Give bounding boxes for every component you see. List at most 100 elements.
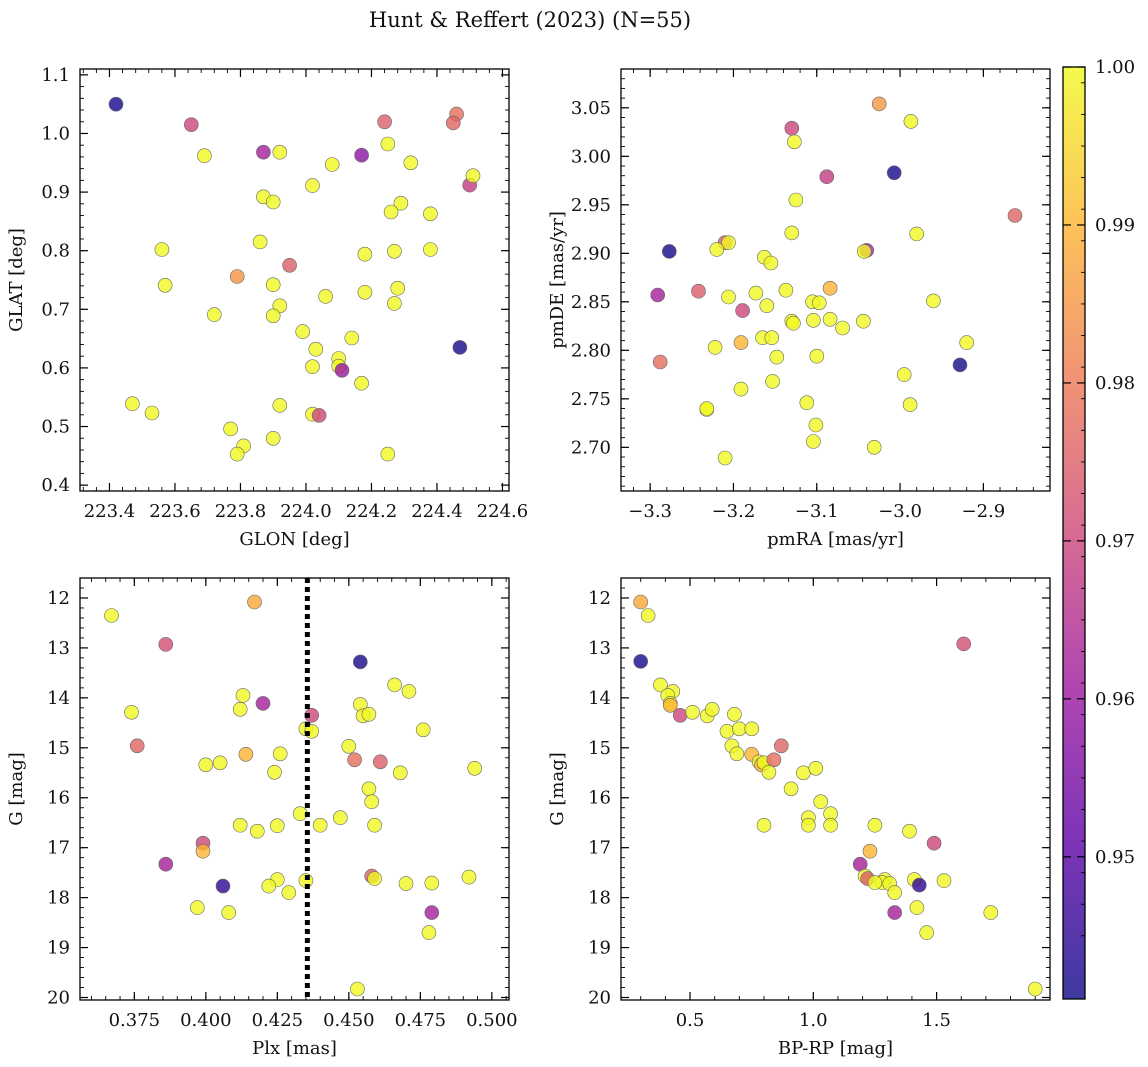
data-point	[662, 697, 678, 713]
data-point	[212, 755, 228, 771]
data-point	[653, 677, 668, 693]
data-point	[390, 280, 406, 296]
data-point	[125, 396, 140, 412]
points-glon-glat	[108, 96, 481, 462]
data-point	[265, 308, 281, 324]
data-point	[367, 871, 382, 886]
data-point	[357, 284, 373, 300]
data-point	[806, 312, 821, 328]
data-point	[766, 752, 782, 768]
x-axis-label: Plx [mas]	[252, 1038, 337, 1059]
data-point	[952, 357, 968, 373]
y-tick-label: 19	[588, 938, 611, 959]
data-point	[398, 876, 414, 891]
data-point	[856, 313, 871, 329]
data-point	[380, 136, 396, 152]
data-point	[265, 194, 281, 210]
y-tick-label: 14	[588, 688, 611, 709]
data-point	[822, 311, 838, 327]
axes-frame	[79, 68, 510, 492]
y-tick-label: 12	[588, 588, 611, 609]
data-point	[423, 206, 438, 222]
panel-plx-g: 0.375 0.400 0.425 0.450 0.475 0.500 12 13 14 15 16…	[6, 577, 518, 1059]
data-point	[862, 843, 878, 859]
data-point	[249, 823, 265, 839]
data-point	[387, 677, 402, 693]
data-point	[158, 856, 174, 872]
data-point	[799, 395, 815, 411]
colorbar-frame	[1062, 66, 1086, 1000]
data-point	[372, 754, 388, 770]
data-point	[377, 114, 392, 130]
x-tick-label: 224.6	[477, 501, 529, 522]
data-point	[269, 818, 285, 834]
data-point	[871, 96, 887, 112]
data-point	[956, 636, 972, 652]
colorbar-tick-label: 0.98	[1095, 373, 1135, 394]
x-tick-label: −2.9	[961, 501, 1005, 522]
x-tick-label: 0.400	[180, 1010, 232, 1031]
data-point	[719, 723, 735, 739]
data-point	[465, 168, 481, 183]
x-tick-label: 0.475	[395, 1010, 447, 1031]
data-point	[198, 757, 214, 773]
data-point	[902, 397, 918, 413]
y-tick-label: 1.1	[41, 65, 70, 86]
panel-bprp-g: 0.5 1.0 1.5 12 13 14 15 16 17 18 19 20 BP-RP [mag] G …	[547, 577, 1051, 1059]
data-point	[808, 760, 824, 776]
data-point	[272, 144, 288, 160]
data-point	[223, 421, 238, 437]
data-point	[154, 242, 170, 257]
data-point	[445, 115, 461, 131]
data-point	[304, 707, 320, 723]
y-tick-label: 2.70	[571, 437, 611, 458]
data-point	[190, 900, 205, 915]
data-point	[887, 885, 903, 900]
x-tick-label: 224.4	[411, 501, 463, 522]
data-point	[809, 348, 825, 364]
data-point	[221, 905, 236, 920]
data-point	[354, 147, 369, 163]
points-plx-g	[104, 594, 483, 997]
data-point	[633, 594, 649, 610]
data-point	[347, 752, 362, 768]
y-tick-label: 18	[47, 888, 70, 909]
scatter-panels: 223.4 223.6 223.8 224.0 224.2 224.4 224.6 0.4 0.…	[6, 65, 1051, 1059]
x-tick-label: −3.0	[878, 501, 922, 522]
data-point	[729, 746, 745, 762]
data-point	[272, 398, 288, 413]
y-tick-label: 3.00	[571, 146, 611, 167]
data-point	[764, 330, 780, 346]
x-tick-label: 223.8	[215, 501, 267, 522]
data-point	[983, 905, 999, 920]
data-point	[197, 148, 212, 163]
data-point	[652, 354, 668, 370]
data-point	[265, 430, 281, 446]
data-point	[709, 242, 725, 257]
data-point	[367, 817, 382, 833]
x-axis-label: BP-RP [mag]	[778, 1038, 893, 1059]
data-point	[354, 375, 369, 391]
data-point	[748, 285, 764, 301]
x-tick-label: 1.5	[922, 1010, 951, 1031]
data-point	[806, 434, 821, 449]
data-point	[822, 280, 838, 296]
data-point	[867, 817, 883, 833]
data-point	[778, 282, 794, 298]
data-point	[886, 165, 902, 181]
data-point	[721, 289, 736, 305]
data-point	[813, 794, 829, 810]
data-point	[305, 178, 320, 193]
data-point	[691, 283, 706, 299]
data-point	[926, 835, 942, 851]
data-point	[324, 157, 340, 172]
x-tick-label: 0.450	[323, 1010, 375, 1031]
axes-frame	[620, 577, 1051, 1001]
colorbar-tick-label: 0.96	[1095, 689, 1135, 710]
data-point	[633, 654, 649, 669]
data-point	[467, 760, 483, 776]
y-tick-label: 0.5	[41, 417, 70, 438]
data-point	[735, 303, 750, 318]
data-point	[272, 746, 288, 762]
data-point	[361, 781, 377, 797]
